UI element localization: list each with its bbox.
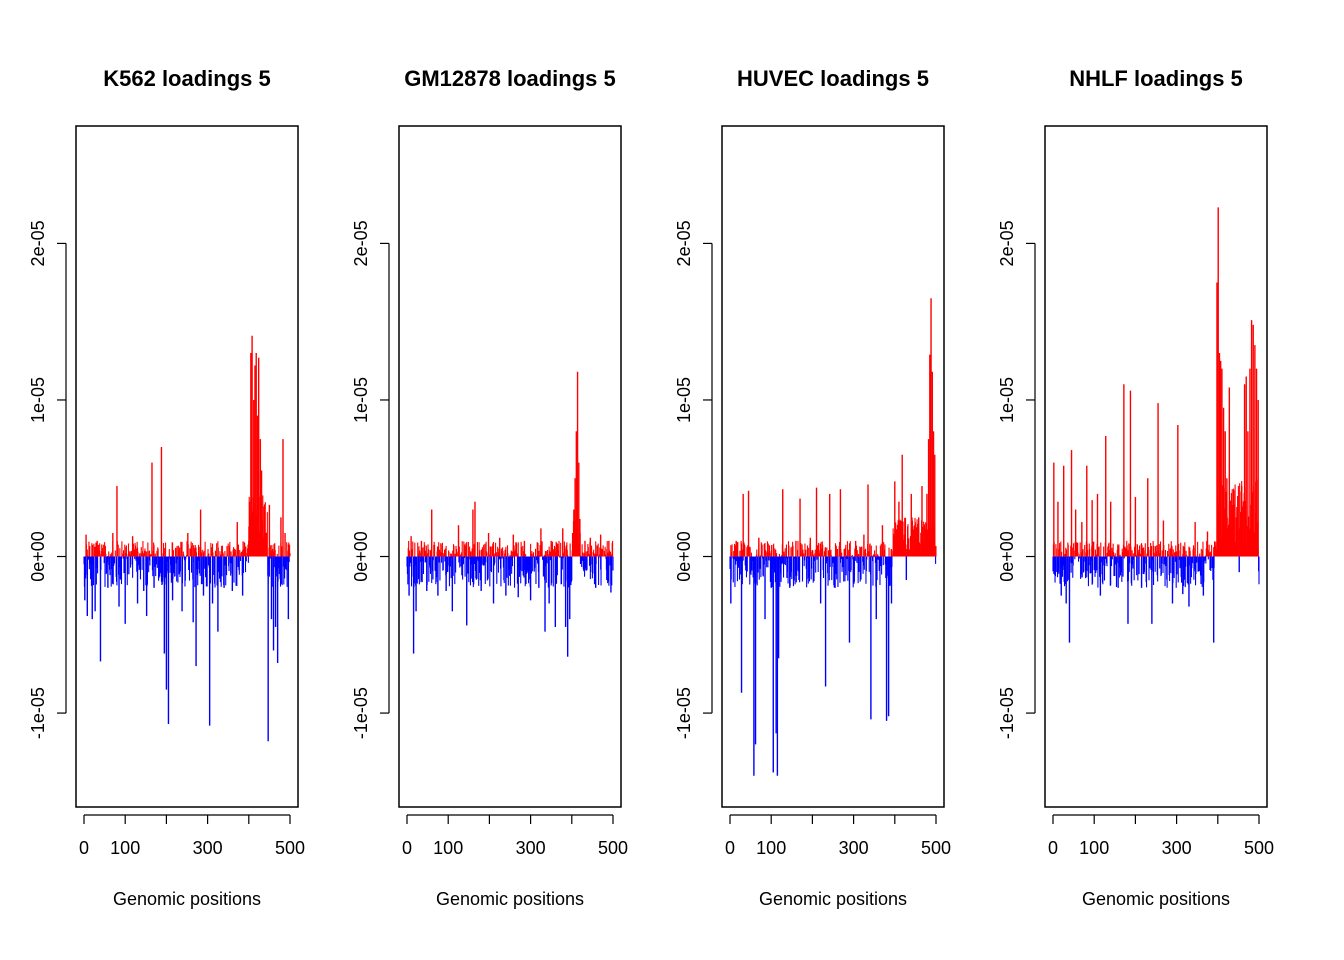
panel-title: NHLF loadings 5 (1069, 66, 1243, 91)
loading-series (406, 371, 614, 657)
y-tick-label: -1e-05 (351, 687, 371, 739)
y-tick-label: 0e+00 (674, 531, 694, 582)
x-tick-label: 500 (1244, 838, 1274, 858)
plot-frame (721, 125, 945, 808)
x-tick-label: 500 (921, 838, 951, 858)
x-axis-label: Genomic positions (1082, 889, 1230, 909)
panel-2: GM12878 loadings 5 0 100 300 500 Genomic posi… (351, 66, 628, 909)
y-tick-label: 1e-05 (674, 377, 694, 423)
x-tick-label: 300 (1162, 838, 1192, 858)
x-axis-label: Genomic positions (436, 889, 584, 909)
loading-series (1052, 207, 1260, 643)
x-axis-label: Genomic positions (759, 889, 907, 909)
x-tick-label: 300 (516, 838, 546, 858)
y-tick-label: 0e+00 (997, 531, 1017, 582)
y-tick-label: -1e-05 (997, 687, 1017, 739)
y-tick-label: -1e-05 (28, 687, 48, 739)
loading-series (83, 335, 291, 742)
plot-frame (1044, 125, 1268, 808)
x-tick-label: 0 (402, 838, 412, 858)
panel-title: HUVEC loadings 5 (737, 66, 929, 91)
x-tick-label: 0 (725, 838, 735, 858)
panel-1: K562 loadings 5 0 100 300 500 Genomic positio… (28, 66, 305, 909)
panel-title: K562 loadings 5 (103, 66, 271, 91)
y-tick-label: 2e-05 (351, 220, 371, 266)
y-tick-label: 0e+00 (28, 531, 48, 582)
y-tick-label: 1e-05 (28, 377, 48, 423)
x-tick-label: 100 (110, 838, 140, 858)
plot-frame (398, 125, 622, 808)
x-tick-label: 300 (839, 838, 869, 858)
panel-4: NHLF loadings 5 0 100 300 500 Genomic positio… (997, 66, 1274, 909)
x-tick-label: 500 (598, 838, 628, 858)
panel-title: GM12878 loadings 5 (404, 66, 616, 91)
panel-3: HUVEC loadings 5 0 100 300 500 Genomic positi… (674, 66, 951, 909)
x-tick-label: 100 (1079, 838, 1109, 858)
plot-frame (75, 125, 299, 808)
x-axis-label: Genomic positions (113, 889, 261, 909)
y-tick-label: 2e-05 (674, 220, 694, 266)
x-tick-label: 100 (433, 838, 463, 858)
y-tick-label: 1e-05 (997, 377, 1017, 423)
y-tick-label: 2e-05 (28, 220, 48, 266)
x-tick-label: 500 (275, 838, 305, 858)
x-tick-label: 100 (756, 838, 786, 858)
y-tick-label: -1e-05 (674, 687, 694, 739)
y-tick-label: 2e-05 (997, 220, 1017, 266)
x-tick-label: 0 (79, 838, 89, 858)
x-tick-label: 0 (1048, 838, 1058, 858)
y-tick-label: 1e-05 (351, 377, 371, 423)
loading-series (729, 298, 937, 776)
y-tick-label: 0e+00 (351, 531, 371, 582)
x-tick-label: 300 (193, 838, 223, 858)
